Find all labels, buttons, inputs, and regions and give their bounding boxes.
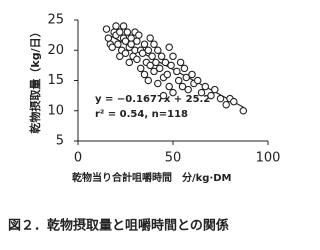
point [125,58,134,67]
caption: 図２．乾物摂取量と咀嚼時間との関係 [8,218,229,234]
point [157,52,166,61]
point [173,67,181,76]
point [184,85,192,94]
point [140,70,149,79]
point [138,49,147,58]
point [150,40,158,48]
point [152,58,160,67]
point [165,82,173,91]
point [193,76,202,85]
point [136,64,145,73]
point [133,37,141,45]
point [161,58,170,67]
annotation: r² = 0.54, n=118 [95,109,188,120]
point [169,88,177,97]
point [150,67,158,76]
point [121,37,130,45]
y-tick-label: 15 [47,73,64,88]
y-tick-label: 20 [47,43,64,58]
point [146,34,154,42]
point [165,43,173,51]
point [167,61,175,70]
point [159,91,168,100]
point [174,76,183,85]
point [207,91,215,100]
x-tick-label: 50 [165,151,182,166]
point [121,49,130,58]
point [140,40,149,48]
point [114,40,122,48]
point [239,107,248,115]
point [230,97,238,106]
point [180,64,189,73]
x-tick-label: 0 [74,151,82,166]
point [146,61,154,70]
y-axis-title: 乾物摂取量（kg/日） [28,26,42,133]
point [201,82,210,91]
point [148,52,156,61]
y-tick-label: 10 [47,103,64,118]
point [155,64,164,73]
y-tick-label: 25 [47,13,64,28]
point [108,43,116,51]
point [135,31,143,39]
point [123,28,132,36]
point [188,70,196,79]
point [119,22,128,30]
point [102,25,111,33]
chart: 乾物摂取量（kg/日） 乾物当り合計咀嚼時間 分/kg·DM 図２．乾物摂取量と… [8,13,281,234]
x-axis-title: 乾物当り合計咀嚼時間 分/kg·DM [72,171,232,184]
point [169,52,177,61]
point [216,94,225,103]
point [133,55,141,64]
point [178,82,187,91]
x-tick-label: 100 [256,151,281,166]
point [211,85,219,94]
point [112,22,120,30]
point [127,40,135,48]
y-tick-label: 5 [56,134,64,149]
point [144,46,153,54]
point [222,100,230,109]
point [197,88,206,97]
point [116,28,124,36]
point [144,76,153,85]
point [154,79,162,88]
annotation: y = −0.1677x + 25.2 [95,94,210,105]
point [154,46,162,54]
point [104,34,113,42]
point [182,73,191,82]
point [176,58,185,67]
point [163,70,172,79]
